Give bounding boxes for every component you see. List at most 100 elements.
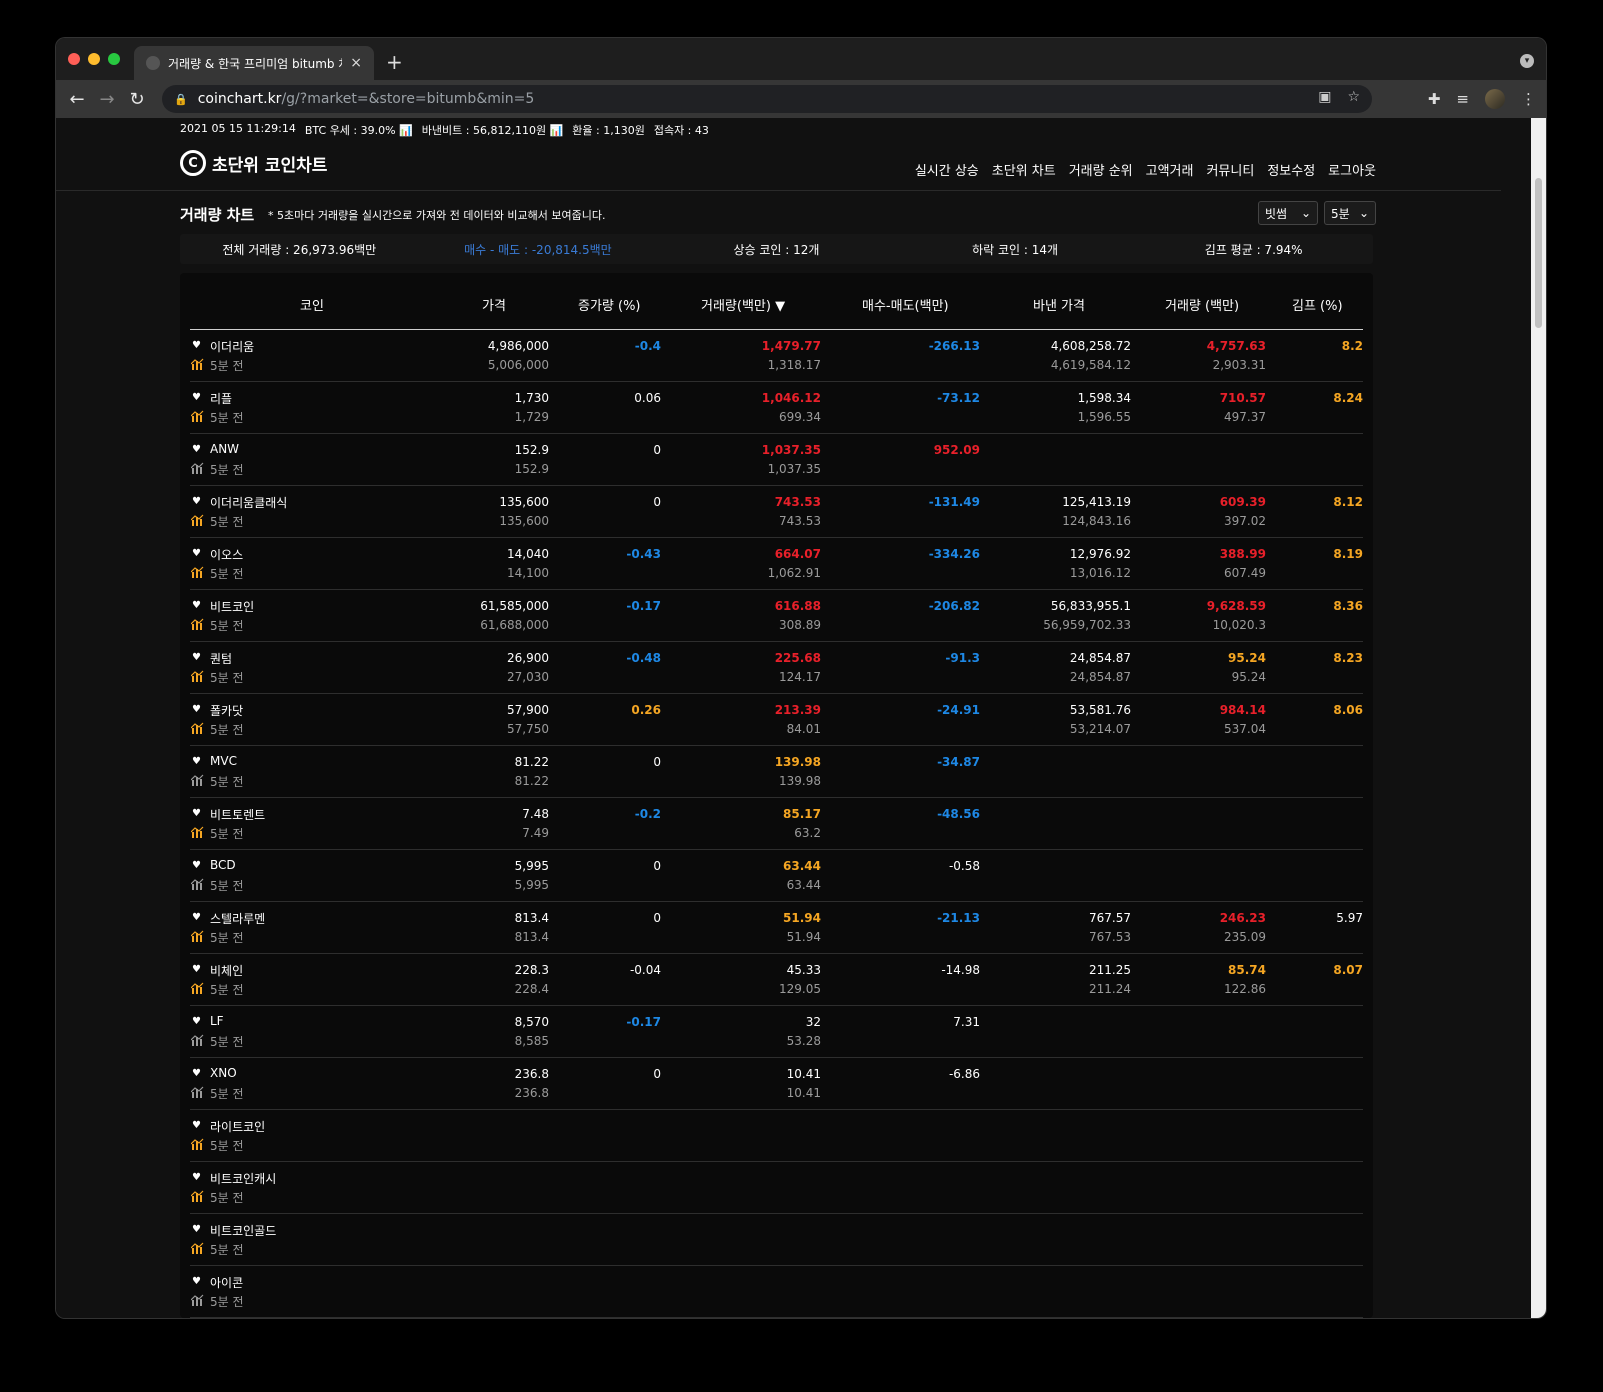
favorite-heart-icon[interactable]: ♥: [192, 704, 201, 715]
chart-icon[interactable]: [191, 1138, 204, 1150]
new-tab-button[interactable]: +: [386, 50, 403, 74]
table-row[interactable]: ♥ 비트코인 5분 전 61,585,000 61,688,000 -0.17 616.88…: [190, 590, 1363, 642]
coin-name[interactable]: ANW: [210, 442, 240, 456]
coin-name[interactable]: 이오스: [210, 548, 244, 562]
close-window-button[interactable]: [68, 53, 80, 65]
maximize-window-button[interactable]: [108, 53, 120, 65]
coin-name[interactable]: 비체인: [210, 964, 244, 978]
favorite-heart-icon[interactable]: ♥: [192, 652, 201, 663]
col-price[interactable]: 가격: [482, 299, 506, 314]
table-row[interactable]: ♥ ANW 5분 전 152.9 152.9 0 1,037.35 1,037.35 952.0…: [190, 434, 1363, 486]
interval-select[interactable]: 5분 ⌄: [1324, 201, 1376, 225]
col-change[interactable]: 증가량 (%): [578, 299, 641, 314]
bookmark-star-icon[interactable]: ☆: [1347, 89, 1360, 105]
favorite-heart-icon[interactable]: ♥: [192, 496, 201, 507]
coin-name[interactable]: 라이트코인: [210, 1120, 266, 1134]
site-logo[interactable]: C 초단위 코인차트: [180, 150, 327, 176]
table-row[interactable]: ♥ 비체인 5분 전 228.3 228.4 -0.04 45.33 129.05 -14.98…: [190, 954, 1363, 1006]
favorite-heart-icon[interactable]: ♥: [192, 964, 201, 975]
table-row[interactable]: ♥ 라이트코인 5분 전: [190, 1110, 1363, 1162]
profile-avatar[interactable]: [1485, 89, 1505, 109]
chart-icon[interactable]: [191, 774, 204, 786]
col-buy-sell[interactable]: 매수-매도(백만): [862, 299, 949, 314]
favorite-heart-icon[interactable]: ♥: [192, 1276, 201, 1287]
coin-name[interactable]: 스텔라루멘: [210, 912, 266, 926]
address-bar[interactable]: 🔒 coinchart.kr/g/?market=&store=bitumb&m…: [162, 85, 1372, 113]
coin-name[interactable]: 비트코인캐시: [210, 1172, 277, 1186]
close-tab-icon[interactable]: ×: [350, 55, 362, 71]
col-kimp[interactable]: 김프 (%): [1292, 299, 1343, 314]
chart-icon[interactable]: [191, 358, 204, 370]
nav-realtime-rise[interactable]: 실시간 상승: [914, 164, 979, 179]
coin-name[interactable]: 퀀텀: [210, 652, 233, 666]
translate-icon[interactable]: ▣: [1318, 89, 1332, 105]
coin-name[interactable]: 리플: [210, 392, 233, 406]
coin-name[interactable]: 아이콘: [210, 1276, 244, 1290]
chart-icon[interactable]: [191, 1294, 204, 1306]
reload-icon[interactable]: ↻: [129, 88, 145, 110]
table-row[interactable]: ♥ MVC 5분 전 81.22 81.22 0 139.98 139.98 -34.87: [190, 746, 1363, 798]
table-row[interactable]: ♥ 비트토렌트 5분 전 7.48 7.49 -0.2 85.17 63.2 -48.56: [190, 798, 1363, 850]
table-row[interactable]: ♥ BCD 5분 전 5,995 5,995 0 63.44 63.44 -0.58: [190, 850, 1363, 902]
favorite-heart-icon[interactable]: ♥: [192, 340, 201, 351]
coin-name[interactable]: 이더리움클래식: [210, 496, 288, 510]
chart-icon[interactable]: [191, 722, 204, 734]
coin-name[interactable]: BCD: [210, 858, 236, 872]
coin-name[interactable]: 비트코인골드: [210, 1224, 277, 1238]
chart-icon[interactable]: [191, 1190, 204, 1202]
nav-edit-profile[interactable]: 정보수정: [1267, 164, 1316, 179]
table-row[interactable]: ♥ 아이콘 5분 전: [190, 1266, 1363, 1318]
favorite-heart-icon[interactable]: ♥: [192, 1016, 201, 1027]
table-row[interactable]: ♥ 스텔라루멘 5분 전 813.4 813.4 0 51.94 51.94 -21.13 767…: [190, 902, 1363, 954]
col-binance-price[interactable]: 바낸 가격: [1033, 299, 1085, 314]
table-row[interactable]: ♥ 이더리움 5분 전 4,986,000 5,006,000 -0.4 1,479.77 1…: [190, 330, 1363, 382]
favorite-heart-icon[interactable]: ♥: [192, 1120, 201, 1131]
scrollbar-thumb[interactable]: [1535, 178, 1542, 328]
nav-large-trades[interactable]: 고액거래: [1145, 164, 1194, 179]
nav-second-chart[interactable]: 초단위 차트: [991, 164, 1056, 179]
coin-name[interactable]: LF: [210, 1014, 224, 1028]
chart-icon[interactable]: [191, 930, 204, 942]
nav-community[interactable]: 커뮤니티: [1206, 164, 1255, 179]
coin-name[interactable]: 비트코인: [210, 600, 255, 614]
coin-name[interactable]: 비트토렌트: [210, 808, 266, 822]
lock-icon[interactable]: 🔒: [174, 92, 188, 106]
favorite-heart-icon[interactable]: ♥: [192, 1068, 201, 1079]
media-control-icon[interactable]: ≡: [1456, 90, 1469, 108]
favorite-heart-icon[interactable]: ♥: [192, 548, 201, 559]
extensions-icon[interactable]: ✚: [1427, 90, 1441, 108]
back-icon[interactable]: ←: [69, 88, 85, 110]
table-row[interactable]: ♥ 이더리움클래식 5분 전 135,600 135,600 0 743.53 743.53 -…: [190, 486, 1363, 538]
favorite-heart-icon[interactable]: ♥: [192, 912, 201, 923]
favorite-heart-icon[interactable]: ♥: [192, 392, 201, 403]
col-binance-volume[interactable]: 거래량 (백만): [1165, 299, 1240, 314]
browser-tab[interactable]: 거래량 & 한국 프리미엄 bitumb 차트 ×: [134, 46, 374, 80]
table-row[interactable]: ♥ 비트코인골드 5분 전: [190, 1214, 1363, 1266]
chart-icon[interactable]: [191, 462, 204, 474]
chart-icon[interactable]: [191, 878, 204, 890]
nav-volume-rank[interactable]: 거래량 순위: [1068, 164, 1133, 179]
favorite-heart-icon[interactable]: ♥: [192, 860, 201, 871]
table-row[interactable]: ♥ LF 5분 전 8,570 8,585 -0.17 32 53.28 7.31: [190, 1006, 1363, 1058]
table-row[interactable]: ♥ 폴카닷 5분 전 57,900 57,750 0.26 213.39 84.01 -24.9…: [190, 694, 1363, 746]
chart-icon[interactable]: [191, 826, 204, 838]
favorite-heart-icon[interactable]: ♥: [192, 444, 201, 455]
chart-icon[interactable]: 📊: [549, 124, 564, 137]
scrollbar[interactable]: [1531, 118, 1546, 1318]
favorite-heart-icon[interactable]: ♥: [192, 1172, 201, 1183]
nav-logout[interactable]: 로그아웃: [1328, 164, 1376, 179]
chart-icon[interactable]: [191, 1034, 204, 1046]
browser-menu-icon[interactable]: ⋮: [1521, 90, 1536, 108]
favorite-heart-icon[interactable]: ♥: [192, 600, 201, 611]
chart-icon[interactable]: [191, 982, 204, 994]
minimize-window-button[interactable]: [88, 53, 100, 65]
chart-icon[interactable]: [191, 1086, 204, 1098]
chart-icon[interactable]: [191, 514, 204, 526]
chart-icon[interactable]: [191, 1242, 204, 1254]
favorite-heart-icon[interactable]: ♥: [192, 808, 201, 819]
forward-icon[interactable]: →: [99, 88, 115, 110]
chart-icon[interactable]: [191, 566, 204, 578]
exchange-select[interactable]: 빗썸 ⌄: [1258, 201, 1318, 225]
table-row[interactable]: ♥ 퀀텀 5분 전 26,900 27,030 -0.48 225.68 124.17 -91.…: [190, 642, 1363, 694]
chart-icon[interactable]: [191, 410, 204, 422]
